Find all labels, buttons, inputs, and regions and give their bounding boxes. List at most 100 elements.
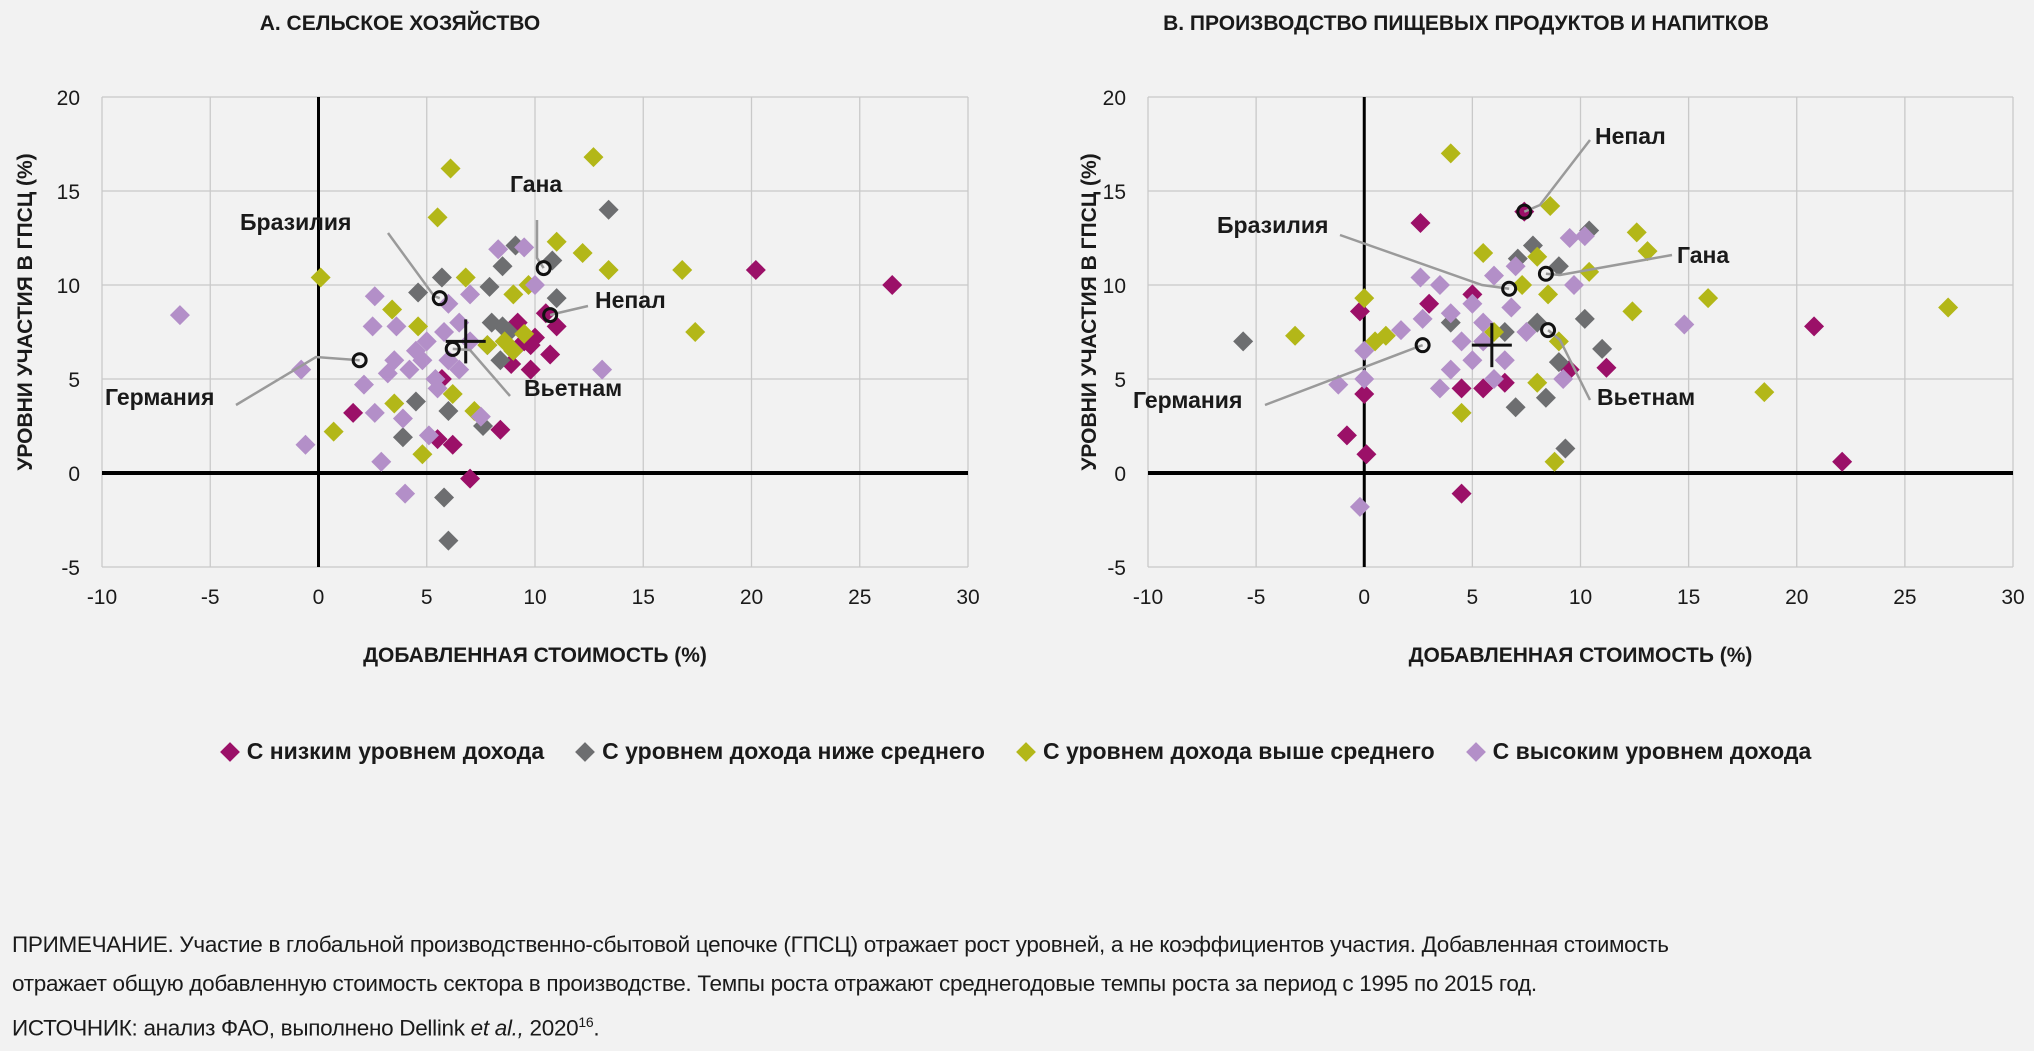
annotation-marker [542,307,559,324]
point-upper-middle [1938,297,1959,318]
legend-marker-high [1465,741,1486,762]
point-high [1559,228,1580,248]
point-upper-middle [1354,288,1375,309]
point-high [377,363,398,384]
x-tick-label: 20 [740,586,763,609]
point-upper-middle [1365,331,1386,352]
point-low [460,468,481,489]
point-upper-middle [1544,451,1565,472]
legend-label: С низким уровнем дохода [246,738,545,764]
point-lower-middle [1555,438,1576,459]
point-high [1391,320,1412,341]
legend-marker-upper-middle [1016,741,1036,762]
point-high [1494,350,1515,371]
legend-label: С уровнем дохода ниже среднего [602,738,985,764]
point-lower-middle [1574,308,1595,329]
x-tick-label: -10 [1133,586,1163,609]
point-high [449,359,470,380]
point-upper-middle [1527,372,1548,393]
chart-panel-a: А. СЕЛЬСКОЕ ХОЗЯЙСТВО -10 -5 0 5 10 15 20 25 30 -5… [14,11,980,667]
y-tick-label: 0 [1114,463,1126,486]
annotation-marker [431,290,448,307]
y-tick-label: 0 [68,463,80,486]
point-lower-middle [542,250,563,271]
annotation-marker [444,340,461,357]
point-upper-middle [1538,284,1559,305]
point-upper-middle [1626,222,1647,243]
point-upper-middle [1484,322,1504,342]
point-upper-middle [1512,275,1533,295]
annotation-label: Германия [105,384,214,410]
legend-item-low: С низким уровнем дохода [219,738,545,765]
point-high [434,322,455,342]
point-high [1505,256,1526,277]
point-upper-middle [384,393,405,414]
y-tick-label: 10 [57,275,80,298]
point-high [427,378,448,399]
point-high [392,408,413,429]
point-upper-middle [685,322,706,342]
point-high [1462,293,1483,314]
point-high [412,350,433,371]
annotation-label: Бразилия [240,209,351,235]
legend-label: С уровнем дохода выше среднего [1042,738,1435,764]
legend-item-lower-middle: С уровнем дохода ниже среднего [575,738,985,765]
annotation-leader-line [535,220,545,269]
source-etal: et al., [470,1015,524,1041]
point-upper-middle [1451,402,1472,423]
point-high [1473,312,1494,333]
point-upper-middle [427,207,448,228]
point-high [169,305,190,326]
annotation-leader-line [1545,253,1673,277]
point-low [1596,357,1617,378]
point-low [1473,378,1494,399]
point-high [488,239,509,260]
point-high [460,284,481,305]
y-tick-label: 5 [1114,369,1126,392]
y-tick-label: 15 [1103,181,1126,204]
point-upper-middle [583,147,604,168]
x-tick-label: 5 [421,586,433,609]
point-high [470,406,491,427]
point-upper-middle [1540,196,1561,217]
x-tick-label: 10 [523,586,546,609]
point-high [395,483,416,504]
point-lower-middle [408,282,429,303]
point-upper-middle [455,267,476,288]
point-high [1410,267,1431,288]
y-tick-label: 20 [1103,87,1126,110]
point-low [1419,293,1440,314]
point-low [745,259,766,280]
source-end: . [593,1015,600,1041]
x-tick-label: 5 [1467,586,1479,609]
source-line: ИСТОЧНИК: анализ ФАО, выполнено Dellink … [12,1003,2032,1048]
point-high [353,374,374,395]
x-tick-label: 0 [1358,586,1370,609]
point-low [343,402,364,423]
point-upper-middle [1285,325,1306,346]
point-high [1429,275,1450,295]
y-tick-label: 10 [1103,275,1126,298]
annotation-marker [1501,280,1518,297]
annotation-label: Гана [1677,242,1729,268]
point-upper-middle [546,231,567,252]
point-upper-middle [412,444,433,465]
source-footnote: 16 [578,1014,594,1030]
legend-item-high: С высоким уровнем дохода [1465,738,1811,765]
legend-marker-low [219,741,240,762]
point-high [364,286,385,307]
point-upper-middle [1440,143,1461,164]
point-upper-middle [323,421,344,442]
point-high [1354,369,1375,389]
y-tick-label: 5 [68,369,80,392]
point-upper-middle [1698,288,1719,309]
point-upper-middle [442,384,463,405]
point-low [1354,384,1375,405]
x-tick-label: 30 [2001,586,2024,609]
point-lower-middle [1535,387,1556,408]
point-upper-middle [503,340,524,361]
x-tick-label: 30 [956,586,979,609]
point-high [1440,303,1461,324]
point-high [1564,275,1585,295]
